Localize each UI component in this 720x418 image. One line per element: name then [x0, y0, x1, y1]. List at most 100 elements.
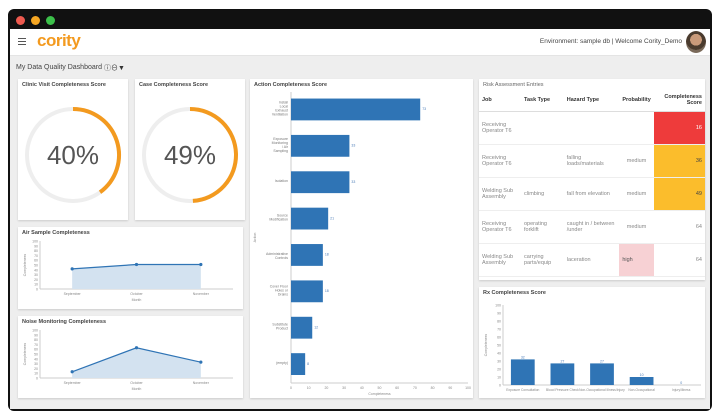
bar-value-label: 8	[307, 362, 309, 366]
bar[interactable]	[291, 171, 350, 194]
data-point[interactable]	[199, 360, 203, 364]
bar-value-label: 33	[351, 180, 355, 184]
action-chart: 0 10 20 30 40 50 60 70 80 90 100 73 Install Local Exha…	[253, 92, 471, 396]
column-header[interactable]: Job	[479, 89, 521, 112]
bar-value-label: 0	[680, 381, 682, 385]
table-row[interactable]: Welding Sub Assembly climbing fall from el…	[479, 177, 705, 211]
table-row[interactable]: Receiving Operator T6 operating forklift c…	[479, 210, 705, 244]
bar-value-label: 73	[422, 107, 426, 111]
browser-window: cority Environment: sample db | Welcome …	[8, 9, 712, 411]
bar[interactable]	[291, 316, 313, 339]
y-tick-label: Administrative Controls	[266, 252, 288, 260]
x-tick-label: 40	[360, 386, 364, 390]
y-tick-label: 50	[34, 264, 38, 268]
bar[interactable]	[510, 359, 535, 385]
x-tick-label: 90	[448, 386, 452, 390]
cell-task: carrying parts/equip	[521, 243, 564, 277]
bar[interactable]	[291, 98, 421, 121]
gauge-value: 40%	[47, 140, 99, 170]
cell-hazard: falling loads/materials	[563, 144, 620, 178]
cell-prob	[619, 111, 654, 145]
minus-circle-icon[interactable]: ⊖	[111, 65, 118, 72]
x-tick-label: 10	[307, 386, 311, 390]
x-axis-label: Completeness	[368, 392, 391, 396]
column-header[interactable]: Task Type	[521, 89, 564, 112]
bar[interactable]	[291, 280, 323, 303]
data-point[interactable]	[134, 262, 139, 267]
y-tick-label: 80	[34, 249, 38, 253]
bar[interactable]	[291, 134, 350, 157]
x-tick-label: Blood Pressure Check	[546, 388, 579, 392]
bar[interactable]	[291, 353, 306, 375]
y-tick-label: 50	[34, 353, 38, 357]
bar-value-label: 18	[325, 253, 329, 257]
bar-value-label: 10	[640, 373, 644, 377]
bar[interactable]	[291, 244, 323, 266]
case-gauge: 49%	[142, 107, 238, 203]
x-axis-label: Month	[132, 387, 142, 391]
y-tick-label: Install Local Exhaust Ventilation	[272, 100, 288, 116]
bar-value-label: 18	[325, 289, 329, 293]
y-tick-label: 100	[32, 240, 38, 244]
filter-icon[interactable]: ▼	[118, 65, 125, 72]
data-point[interactable]	[70, 267, 74, 271]
minimize-dot-icon[interactable]	[31, 16, 40, 25]
close-dot-icon[interactable]	[16, 16, 25, 25]
x-tick-label: October	[130, 292, 143, 296]
hamburger-icon[interactable]	[18, 38, 26, 45]
data-point[interactable]	[134, 346, 139, 350]
cell-job: Receiving Operator T6	[479, 144, 521, 178]
bar[interactable]	[550, 363, 575, 385]
cell-job: Receiving Operator T6	[479, 111, 521, 145]
y-tick-label: 70	[497, 328, 501, 332]
table-row[interactable]: Welding Sub Assembly carrying parts/equip…	[479, 243, 705, 277]
x-tick-label: 0	[290, 386, 292, 390]
cell-task	[521, 111, 564, 145]
x-tick-label: 100	[465, 386, 471, 390]
x-tick-label: Non-Occupational	[628, 388, 655, 392]
data-point[interactable]	[70, 370, 74, 374]
x-axis-label: Month	[132, 298, 142, 302]
bar-value-label: 32	[521, 355, 525, 359]
y-tick-label: 70	[34, 254, 38, 258]
info-icon[interactable]: ⓘ	[104, 65, 111, 72]
maximize-dot-icon[interactable]	[46, 16, 55, 25]
table-row[interactable]: Receiving Operator T6 16	[479, 111, 705, 145]
bar-value-label: 33	[351, 144, 355, 148]
x-tick-label: September	[64, 381, 82, 385]
x-tick-label: September	[64, 292, 82, 296]
bar[interactable]	[590, 363, 614, 385]
avatar[interactable]	[686, 31, 706, 53]
cell-job: Welding Sub Assembly	[479, 177, 521, 211]
logo: cority	[37, 31, 81, 50]
y-tick-label: (empty)	[276, 361, 288, 365]
column-header[interactable]: Hazard Type	[563, 89, 620, 112]
x-tick-label: Injury/Illness	[672, 388, 691, 392]
data-point[interactable]	[199, 262, 203, 267]
panel-title: Risk Assessment Entries	[483, 82, 544, 88]
x-tick-label: 60	[395, 386, 399, 390]
bar[interactable]	[629, 377, 654, 385]
environment-text: Environment: sample db | Welcome Cority_…	[539, 38, 682, 45]
noise-panel: Noise Monitoring Completeness 0 10 20 30 40 5…	[18, 316, 243, 398]
area-fill	[72, 347, 201, 378]
gauge-fill	[72, 107, 121, 194]
column-header[interactable]: Probability	[619, 89, 654, 112]
cell-job: Receiving Operator T6	[479, 210, 521, 244]
page-title: My Data Quality Dashboard	[16, 64, 102, 71]
y-tick-label: 0	[36, 377, 38, 381]
y-tick-label: 30	[34, 273, 38, 277]
y-tick-label: 40	[497, 352, 501, 356]
table-row[interactable]: Receiving Operator T6 falling loads/mater…	[479, 144, 705, 178]
cell-score: 36	[653, 144, 705, 178]
y-tick-label: 20	[34, 367, 38, 371]
panel-title: Noise Monitoring Completeness	[22, 319, 107, 325]
column-header[interactable]: Completeness Score	[653, 89, 705, 112]
bar[interactable]	[291, 207, 329, 230]
y-tick-label: 70	[34, 343, 38, 347]
cell-task	[521, 144, 564, 178]
y-tick-label: 10	[34, 372, 38, 376]
y-tick-label: 100	[495, 304, 501, 308]
y-tick-label: 50	[497, 344, 501, 348]
